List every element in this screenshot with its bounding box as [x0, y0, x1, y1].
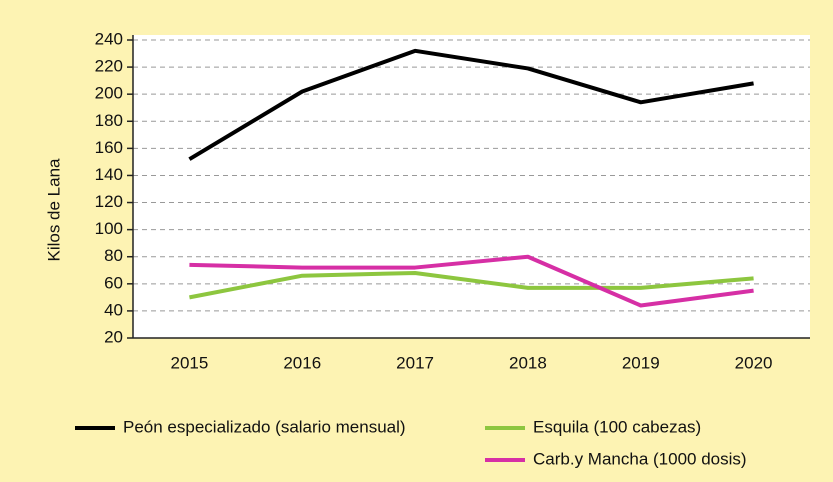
y-tick-label: 80 [104, 246, 123, 265]
legend-label: Carb.y Mancha (1000 dosis) [533, 449, 747, 468]
y-tick-label: 120 [95, 192, 123, 211]
y-tick-label: 40 [104, 300, 123, 319]
y-tick-label: 180 [95, 111, 123, 130]
y-tick-label: 240 [95, 29, 123, 48]
line-series [189, 270, 754, 300]
y-tick-label: 100 [95, 219, 123, 238]
x-tick-label: 2018 [509, 353, 547, 372]
x-tick-label: 2015 [171, 353, 209, 372]
legend-label: Esquila (100 cabezas) [533, 417, 701, 436]
x-tick-label: 2016 [283, 353, 321, 372]
y-axis-label: Kilos de Lana [44, 158, 63, 262]
y-tick-label: 220 [95, 57, 123, 76]
x-tick-label: 2020 [735, 353, 773, 372]
y-tick-label: 200 [95, 84, 123, 103]
x-tick-label: 2019 [622, 353, 660, 372]
y-tick-label: 160 [95, 138, 123, 157]
x-tick-label: 2017 [396, 353, 434, 372]
legend-label: Peón especializado (salario mensual) [123, 417, 406, 436]
y-tick-label: 60 [104, 273, 123, 292]
y-tick-label: 140 [95, 165, 123, 184]
plot-area [133, 35, 810, 338]
line-series [188, 48, 754, 161]
y-tick-label: 20 [104, 327, 123, 346]
line-series [189, 254, 754, 308]
